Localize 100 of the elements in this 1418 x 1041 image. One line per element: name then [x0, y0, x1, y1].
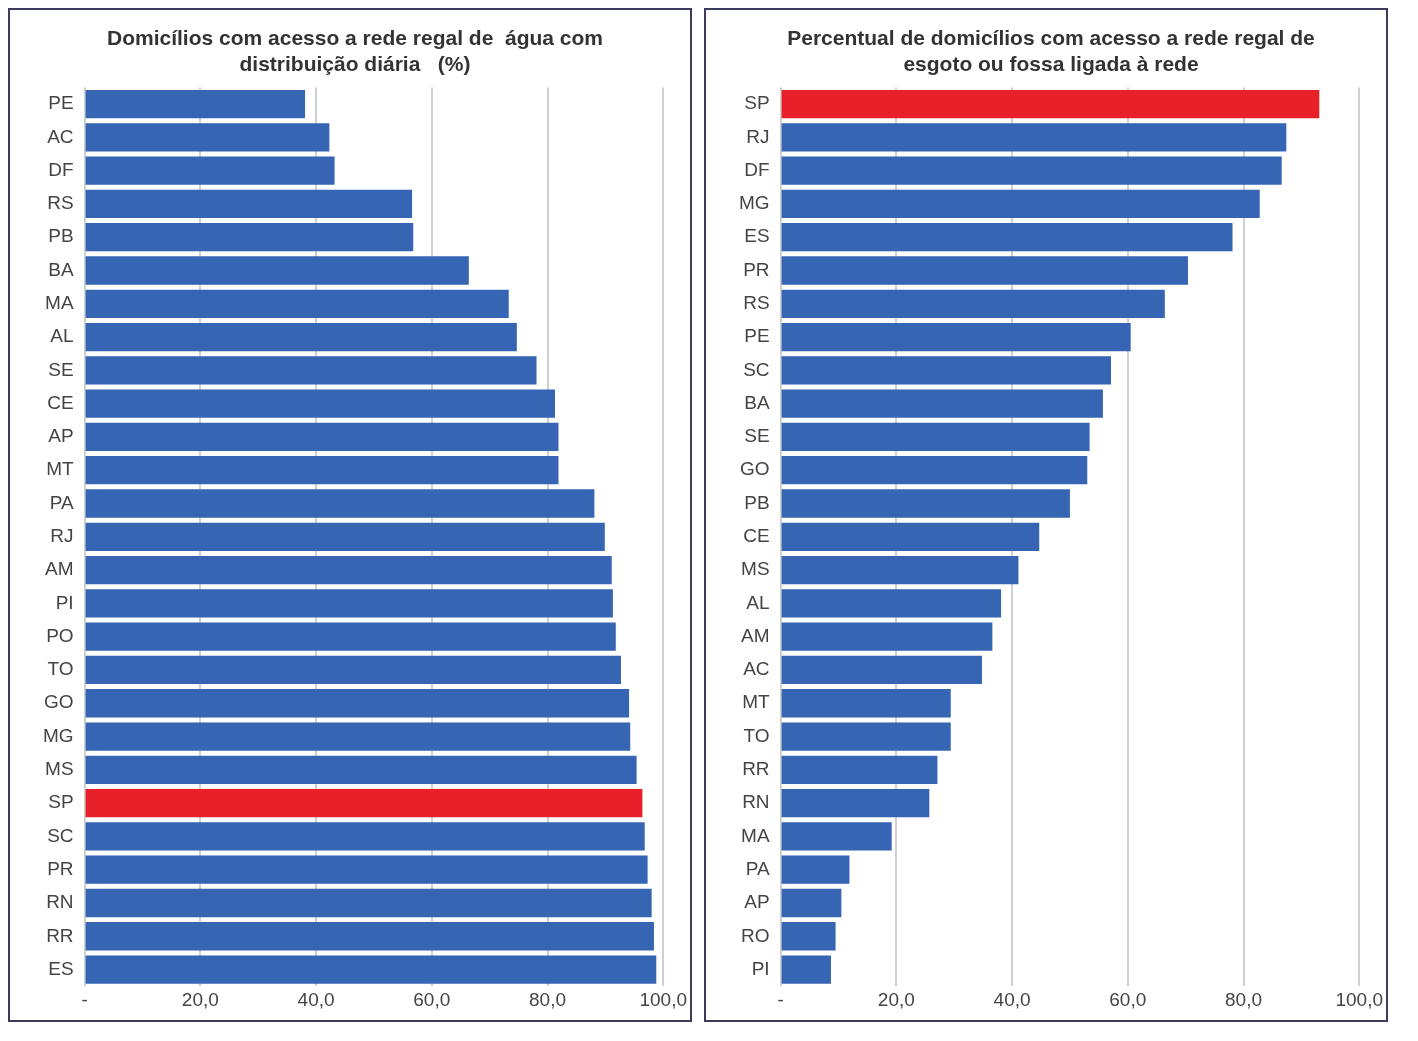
bar	[781, 788, 930, 818]
bar	[85, 422, 559, 452]
y-tick-label: RJ	[50, 525, 74, 547]
bar	[85, 689, 630, 718]
bar	[781, 622, 993, 651]
y-tick-label: AL	[746, 591, 770, 613]
bar	[781, 922, 836, 951]
bar	[781, 655, 982, 685]
y-tick-label: AP	[744, 891, 770, 913]
y-tick-label: GO	[44, 691, 74, 713]
y-tick-label: CE	[743, 525, 770, 547]
bar	[85, 622, 616, 651]
y-tick-label: MT	[742, 691, 770, 713]
y-tick-label: MT	[46, 458, 74, 480]
bar	[85, 223, 414, 252]
y-tick-label: MA	[45, 292, 74, 314]
bar	[85, 755, 637, 784]
bar	[85, 389, 556, 418]
bar	[781, 522, 1040, 551]
y-tick-label: SE	[744, 425, 770, 447]
bar	[781, 456, 1088, 485]
y-tick-label: SC	[743, 358, 770, 380]
y-tick-label: AM	[741, 624, 770, 646]
y-tick-label: AM	[45, 558, 74, 580]
bar	[85, 289, 509, 318]
y-tick-label: BA	[48, 258, 74, 280]
y-tick-label: PA	[49, 491, 74, 513]
y-tick-label: PI	[751, 957, 770, 979]
bar	[781, 955, 831, 984]
x-tick-label: 40,0	[993, 988, 1031, 1010]
y-tick-label: SE	[48, 358, 74, 380]
y-tick-label: MG	[43, 724, 74, 746]
bar	[781, 555, 1019, 585]
bar	[85, 156, 335, 185]
bar	[781, 855, 850, 884]
bar	[781, 888, 842, 918]
y-tick-label: RS	[47, 192, 74, 214]
bar	[781, 356, 1111, 385]
bar	[85, 189, 413, 219]
bar	[781, 322, 1131, 352]
bar	[781, 256, 1188, 285]
y-tick-label: AC	[47, 125, 74, 147]
bar	[85, 855, 648, 884]
y-tick-label: PB	[744, 491, 770, 513]
y-tick-label: ES	[744, 225, 770, 247]
x-tick-label: 20,0	[181, 988, 219, 1010]
bar	[85, 522, 605, 551]
bar	[85, 322, 517, 352]
bar	[85, 589, 613, 618]
bar	[85, 356, 537, 385]
y-tick-label: AC	[743, 658, 770, 680]
x-tick-label: 80,0	[529, 988, 566, 1010]
bar	[85, 89, 306, 119]
bar	[85, 888, 652, 918]
x-tick-label: 60,0	[1109, 988, 1147, 1010]
bar	[781, 289, 1165, 318]
y-tick-label: PR	[47, 857, 74, 879]
y-tick-label: DF	[48, 158, 74, 180]
bar	[85, 256, 469, 285]
y-tick-label: PO	[46, 624, 74, 646]
bar	[85, 456, 559, 485]
y-tick-label: AL	[50, 325, 74, 347]
y-tick-label: PE	[48, 92, 74, 114]
y-tick-label: PE	[744, 325, 770, 347]
bar	[781, 689, 951, 718]
bar	[781, 722, 951, 751]
bar	[781, 223, 1233, 252]
bar	[85, 922, 654, 951]
bar	[85, 123, 330, 152]
y-tick-label: SC	[47, 824, 74, 846]
bar	[781, 389, 1103, 418]
x-tick-label: 20,0	[877, 988, 915, 1010]
y-tick-label: RJ	[746, 125, 770, 147]
y-tick-label: MS	[45, 758, 74, 780]
y-tick-label: DF	[744, 158, 770, 180]
bar	[85, 489, 595, 518]
y-tick-label: MA	[741, 824, 770, 846]
y-tick-label: CE	[47, 391, 74, 413]
bar	[781, 755, 938, 784]
y-tick-label: ES	[48, 957, 74, 979]
bar	[781, 123, 1287, 152]
bar	[781, 89, 1320, 119]
bar	[85, 788, 643, 818]
bar	[781, 189, 1260, 219]
bar	[781, 156, 1282, 185]
y-tick-label: RS	[743, 292, 770, 314]
y-tick-label: PB	[48, 225, 74, 247]
x-tick-label: -	[81, 988, 88, 1010]
x-tick-label: -	[777, 988, 784, 1010]
chart-title: Percentual de domicílios com acesso a rede regal de esgoto ou fossa ligada à rede	[787, 26, 1315, 75]
y-tick-label: RN	[742, 791, 770, 813]
y-tick-label: SP	[48, 791, 74, 813]
y-tick-label: AP	[48, 425, 74, 447]
bar	[85, 822, 645, 851]
y-tick-label: MS	[741, 558, 770, 580]
bar	[85, 555, 612, 585]
x-tick-label: 40,0	[297, 988, 335, 1010]
y-tick-label: GO	[740, 458, 770, 480]
y-tick-label: RN	[46, 891, 74, 913]
y-tick-label: MG	[739, 192, 770, 214]
